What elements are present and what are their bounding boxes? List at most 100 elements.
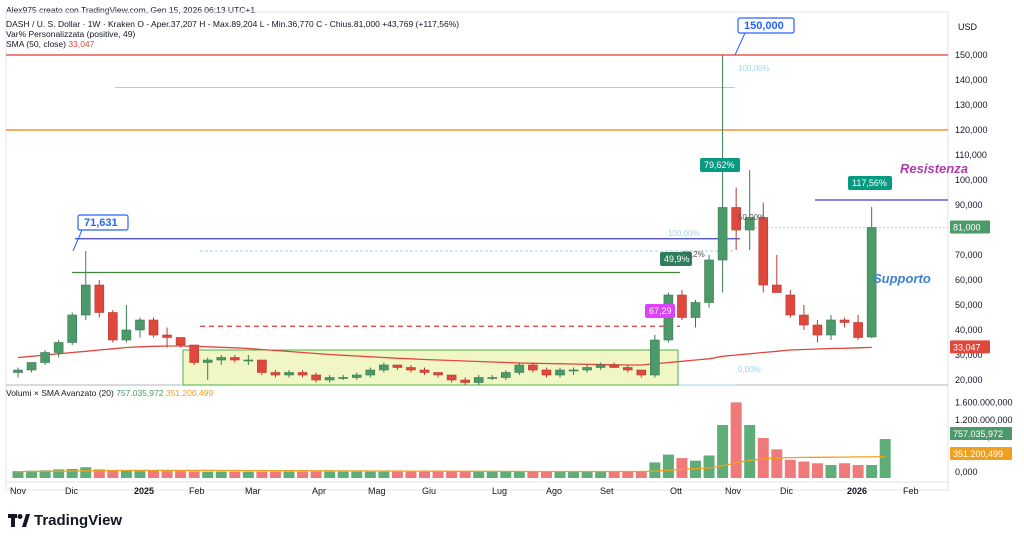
volume-bar	[337, 471, 349, 478]
candle-body	[392, 364, 403, 368]
last-price-tag-bg	[950, 220, 990, 234]
candle-body	[677, 294, 687, 318]
candle-56	[771, 255, 782, 293]
author-line: Alex975 creato con TradingView.com, Gen …	[6, 5, 256, 15]
candle-body	[351, 374, 362, 378]
candle-30	[419, 367, 430, 375]
candle-body	[311, 374, 321, 381]
candle-60	[826, 315, 836, 340]
candle-body	[338, 377, 349, 379]
volume-bar	[80, 467, 92, 478]
x-tick-label: Feb	[189, 486, 205, 496]
volume-bar	[148, 470, 159, 478]
candle-18	[257, 359, 267, 375]
volume-bar	[513, 471, 525, 478]
volume-bar	[12, 471, 24, 478]
volume-bar	[744, 424, 756, 478]
brand-name: TradingView	[34, 512, 123, 529]
x-tick-label: Nov	[725, 486, 742, 496]
candle-16	[230, 355, 240, 363]
volume-bar	[269, 471, 281, 478]
candle-13	[189, 344, 199, 365]
plot-frame	[5, 11, 949, 491]
candle-26	[365, 367, 376, 378]
volume-bar	[608, 471, 620, 478]
candle-53	[731, 187, 741, 250]
candle-body	[460, 379, 470, 383]
price-tick-label: 60,000	[955, 275, 983, 285]
volume-bar	[242, 471, 254, 478]
candle-body	[595, 364, 606, 368]
sma50-line	[17, 345, 872, 366]
candle-body	[379, 364, 389, 371]
volume-bar	[784, 459, 796, 478]
x-tick-label: 2025	[134, 486, 154, 496]
candle-body	[704, 259, 714, 303]
volume-bar	[473, 471, 485, 478]
candle-body	[324, 377, 335, 381]
volume-bar	[635, 471, 647, 478]
badge-79-bg	[700, 158, 740, 172]
sma-price-tag-bg	[950, 340, 990, 354]
candle-17	[243, 355, 254, 365]
candle-37	[514, 362, 525, 375]
candle-body	[365, 369, 376, 376]
candle-body	[731, 207, 741, 231]
candle-body	[230, 357, 240, 361]
price-tick-label: 130,000	[955, 100, 988, 110]
candle-49	[677, 290, 687, 320]
ohlc-values: O - Aper.37,207 H - Max.89,204 L - Min.3…	[137, 19, 460, 29]
candle-body	[216, 357, 227, 361]
volume-bar	[852, 465, 864, 478]
candle-36	[500, 370, 511, 380]
candle-35	[487, 375, 498, 380]
candle-body	[175, 337, 186, 346]
candle-body	[514, 364, 525, 373]
candle-51	[704, 255, 714, 308]
volume-bar	[175, 471, 187, 478]
badge-79: 79,62%	[704, 160, 735, 170]
volume-bar	[486, 471, 498, 478]
candle-body	[80, 284, 91, 316]
volume-bar	[107, 470, 119, 478]
x-tick-label: Nov	[10, 486, 27, 496]
candle-body	[541, 369, 552, 376]
candle-body	[622, 367, 633, 371]
high-71-callout: 71,631	[84, 217, 118, 229]
price-tick-label: 150,000	[955, 50, 988, 60]
volume-bar	[879, 439, 891, 478]
candle-57	[785, 290, 796, 318]
volume-bar	[378, 471, 390, 478]
high-71-callout-box	[77, 214, 129, 231]
candle-22	[311, 372, 321, 383]
volume-bar	[405, 471, 417, 478]
last-price-tag: 81,000	[953, 223, 981, 233]
candle-body	[853, 322, 863, 338]
candle-14	[202, 357, 213, 380]
volume-bar	[120, 470, 132, 478]
volume-tag: 757.035,972	[953, 429, 1003, 439]
candle-body	[500, 372, 511, 378]
candle-body	[771, 284, 782, 293]
candle-body	[555, 369, 565, 376]
candle-body	[744, 217, 755, 231]
candle-body	[202, 359, 213, 363]
volume-bar	[581, 471, 593, 478]
volume-bar	[364, 471, 376, 478]
candle-8	[121, 305, 132, 343]
volume-bar	[215, 471, 227, 478]
candle-32	[446, 374, 457, 383]
candle-body	[528, 364, 538, 371]
volume-bar	[53, 469, 65, 478]
volume-bar	[459, 471, 471, 478]
volume-bar	[703, 455, 715, 478]
volume-bar	[391, 471, 403, 478]
candle-body	[582, 367, 592, 371]
tradingview-icon	[8, 514, 30, 527]
candle-body	[40, 352, 50, 363]
candle-body	[135, 319, 145, 331]
candle-body	[758, 217, 769, 286]
fib-label-50: 50,00%	[738, 213, 765, 222]
sma-price-tag: 33,047	[953, 342, 981, 352]
